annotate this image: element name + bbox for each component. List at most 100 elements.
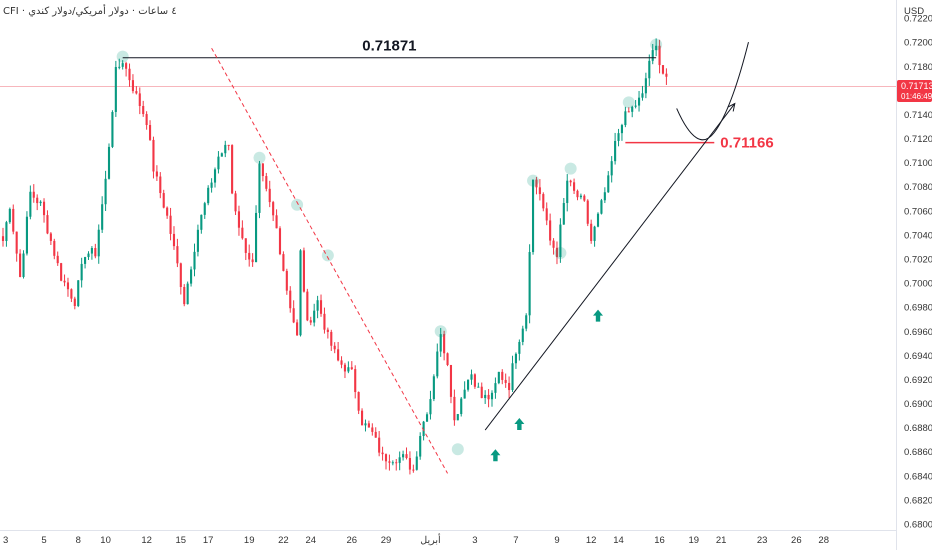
candle-body [42, 201, 46, 216]
candle-body [367, 423, 370, 428]
candle-body [631, 106, 634, 112]
candles [1, 38, 668, 475]
candle-body [614, 140, 617, 162]
candle-body [125, 63, 128, 69]
candle-body [73, 298, 76, 307]
up-arrow-marker [514, 417, 525, 430]
candle-body [190, 269, 193, 284]
candle-body [101, 204, 104, 230]
candle-body [384, 454, 388, 462]
candle-body [398, 457, 401, 463]
candle-body [80, 263, 83, 281]
x-tick-label: 26 [347, 535, 358, 546]
candle-body [224, 144, 227, 154]
candle-body [234, 193, 237, 212]
x-tick-label: 8 [76, 535, 81, 546]
candle-body [576, 190, 579, 198]
candle-body [528, 252, 531, 316]
candle-body [607, 175, 610, 193]
candle-body [203, 203, 206, 215]
candle-body [169, 215, 172, 234]
symbol-title: CFI · ٤ ساعات · دولار أمريكي/دولار كندي [3, 4, 177, 17]
candle-body [56, 255, 59, 264]
highlight-circle [116, 50, 129, 63]
candle-body [484, 394, 487, 399]
candle-body [562, 203, 565, 225]
candle-body [46, 215, 49, 234]
candle-body [542, 194, 545, 209]
x-tick-label: 16 [654, 535, 665, 546]
candle-body [590, 223, 593, 241]
candle-body [504, 379, 507, 383]
candle-body [511, 363, 514, 391]
candle-body [364, 423, 367, 426]
candle-body [439, 334, 442, 352]
candle-body [159, 176, 162, 194]
candle-body [518, 341, 521, 354]
candle-body [193, 251, 196, 270]
candle-body [627, 111, 630, 113]
candle-body [425, 414, 429, 422]
ascending-trendline [484, 103, 736, 431]
candle-body [436, 351, 439, 377]
highlight-circle [434, 325, 447, 338]
candle-body [66, 282, 70, 290]
candle-body [131, 80, 135, 92]
x-tick-label: 7 [513, 535, 518, 546]
price-tag-value: 0.71713 [901, 81, 932, 91]
highlight-circle [451, 443, 464, 456]
candle-body [419, 436, 422, 457]
candle-body [620, 125, 624, 134]
candle-body [63, 280, 66, 283]
candle-body [453, 396, 456, 421]
candle-body [319, 300, 323, 314]
candle-body [395, 462, 398, 464]
candle-body [138, 93, 141, 107]
x-tick-label: 9 [554, 535, 559, 546]
overlay-text: CFI · ٤ ساعات · دولار أمريكي/دولار كندي [3, 4, 177, 17]
candle-body [381, 452, 384, 455]
candle-body [340, 360, 343, 365]
candle-body [275, 215, 278, 229]
candle-body [313, 310, 316, 323]
candle-body [538, 187, 541, 195]
candle-body [665, 73, 668, 77]
candle-body [360, 410, 364, 426]
highlight-circle [253, 151, 266, 164]
candle-body [494, 383, 497, 393]
candle-body [186, 283, 189, 305]
candle-body [470, 374, 473, 380]
candle-body [624, 111, 627, 126]
x-tick-label: 12 [141, 535, 152, 546]
x-tick-label: 10 [100, 535, 111, 546]
candle-body [162, 193, 165, 208]
candle-body [637, 97, 641, 106]
candle-body [460, 398, 463, 415]
candle-body [39, 201, 42, 204]
candle-body [477, 386, 480, 388]
candle-body [25, 216, 28, 254]
candle-body [573, 182, 576, 191]
candle-body [292, 308, 295, 323]
candle-body [415, 456, 418, 470]
candle-body [648, 60, 651, 79]
candle-body [501, 371, 504, 380]
x-tick-label: 3 [472, 535, 477, 546]
candle-body [299, 250, 302, 336]
candle-body [443, 334, 446, 354]
time-axis: 3 5 8 10 12 15 17 19 22 24 26 29 أبريل 3 7 9 12 14 16 19 21 2… [3, 533, 829, 546]
up-arrow-marker [593, 309, 604, 322]
x-tick-label: 28 [818, 535, 829, 546]
price-tag-box [897, 80, 932, 102]
candle-body [265, 176, 268, 189]
candle-body [244, 238, 247, 253]
